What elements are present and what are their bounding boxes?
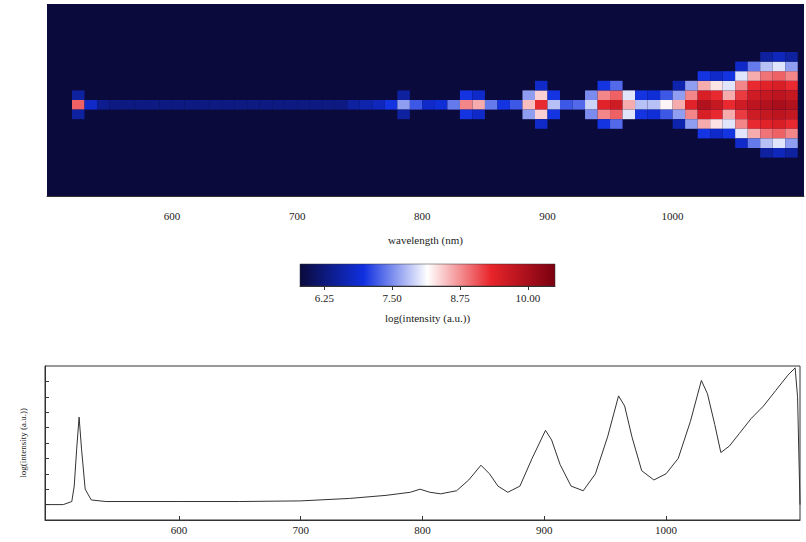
svg-text:600: 600 <box>164 210 181 222</box>
svg-text:7.50: 7.50 <box>383 292 403 304</box>
svg-text:1000: 1000 <box>662 210 685 222</box>
svg-text:10.00: 10.00 <box>515 292 540 304</box>
svg-text:900: 900 <box>539 210 556 222</box>
svg-text:8.75: 8.75 <box>450 292 470 304</box>
svg-text:log(intensity (a.u.)): log(intensity (a.u.)) <box>385 312 471 325</box>
svg-text:700: 700 <box>292 524 309 536</box>
svg-text:1000: 1000 <box>655 524 678 536</box>
svg-text:6.25: 6.25 <box>315 292 335 304</box>
svg-text:700: 700 <box>289 210 306 222</box>
svg-text:wavelength (nm): wavelength (nm) <box>388 234 463 247</box>
svg-text:800: 800 <box>414 210 431 222</box>
svg-text:log(intensity (a.u.)): log(intensity (a.u.)) <box>18 408 28 478</box>
svg-text:600: 600 <box>171 524 188 536</box>
svg-text:800: 800 <box>414 524 431 536</box>
svg-text:900: 900 <box>536 524 553 536</box>
